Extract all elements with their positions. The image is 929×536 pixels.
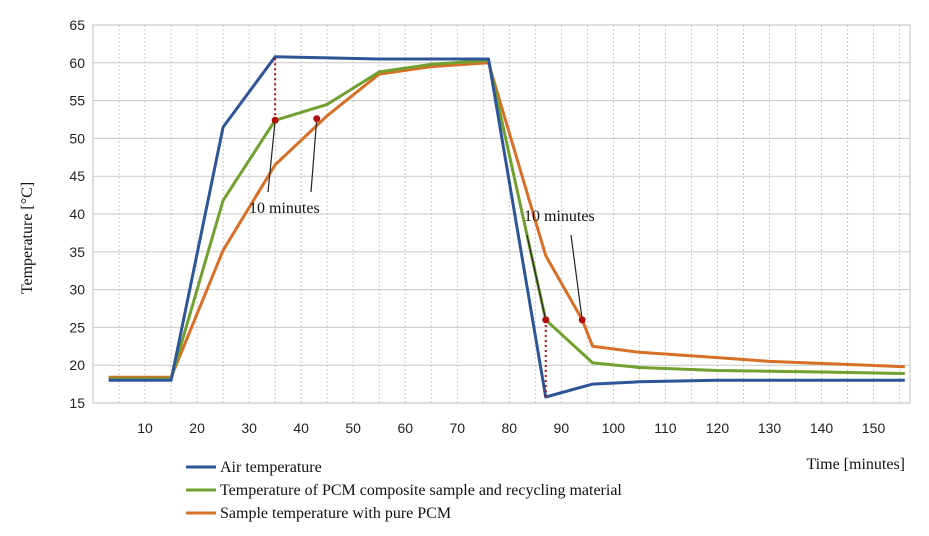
x-tick-label: 150 — [862, 420, 886, 436]
x-tick-label: 140 — [810, 420, 834, 436]
y-tick-label: 65 — [69, 17, 85, 33]
y-axis-title: Temperature [°C] — [19, 182, 36, 294]
annotation-pointer-line — [310, 118, 318, 193]
y-tick-label: 40 — [69, 206, 85, 222]
y-tick-label: 30 — [69, 282, 85, 298]
y-tick-label: 55 — [69, 93, 85, 109]
y-tick-label: 35 — [69, 244, 85, 260]
y-tick-label: 20 — [69, 357, 85, 373]
x-tick-label: 10 — [137, 420, 153, 436]
annotation-10-minutes-cooling: 10 minutes — [524, 208, 595, 225]
annotation-point — [578, 316, 586, 324]
series-line-0 — [108, 55, 905, 399]
series-lines — [108, 55, 905, 399]
x-tick-label: 70 — [449, 420, 465, 436]
legend: Air temperature Temperature of PCM compo… — [186, 459, 622, 522]
y-tick-label: 15 — [69, 395, 85, 411]
x-tick-label: 130 — [758, 420, 782, 436]
x-tick-label: 20 — [189, 420, 205, 436]
annotation-10-minutes-heating: 10 minutes — [249, 200, 320, 217]
y-tick-label: 50 — [69, 130, 85, 146]
x-tick-label: 120 — [706, 420, 730, 436]
plot-border — [92, 24, 911, 404]
series-line-2 — [108, 61, 905, 379]
y-axis-ticks: 15 20 25 30 35 40 45 50 55 60 65 — [69, 17, 85, 411]
annotation-markers — [267, 56, 586, 397]
legend-label-pcm-composite: Temperature of PCM composite sample and … — [220, 482, 622, 499]
annotation-pointer-line — [570, 234, 583, 320]
annotation-pointer-line — [267, 120, 276, 193]
series-line-1 — [108, 59, 905, 381]
x-tick-label: 110 — [654, 420, 677, 436]
grid — [93, 24, 910, 404]
y-tick-label: 25 — [69, 319, 85, 335]
x-tick-label: 100 — [602, 420, 626, 436]
x-tick-label: 40 — [293, 420, 309, 436]
x-tick-label: 90 — [554, 420, 570, 436]
y-tick-label: 60 — [69, 55, 85, 71]
x-tick-label: 50 — [345, 420, 361, 436]
x-tick-label: 80 — [502, 420, 518, 436]
x-tick-label: 30 — [241, 420, 257, 436]
x-tick-label: 60 — [397, 420, 413, 436]
legend-label-pure-pcm: Sample temperature with pure PCM — [220, 505, 451, 522]
annotation-point — [542, 316, 550, 324]
annotation-point — [313, 115, 321, 123]
x-axis-ticks: 10 20 30 40 50 60 70 80 90 100 110 120 130 140 150 — [137, 420, 885, 436]
annotation-pointer-line — [526, 234, 547, 320]
legend-label-air-temperature: Air temperature — [220, 459, 322, 476]
y-tick-label: 45 — [69, 168, 85, 184]
annotation-point — [271, 116, 279, 124]
x-axis-title: Time [minutes] — [806, 456, 905, 473]
